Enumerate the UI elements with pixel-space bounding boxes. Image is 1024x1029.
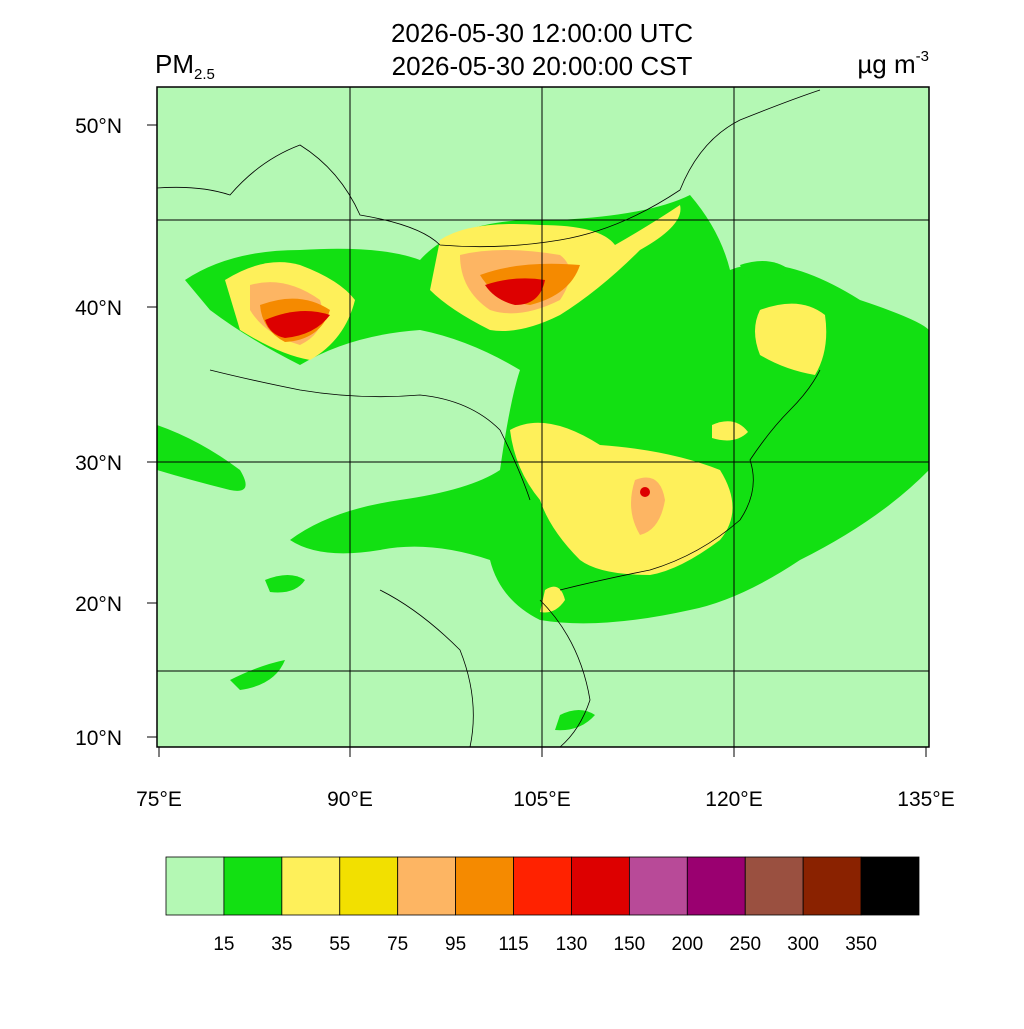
- colorbar-label: 130: [556, 934, 588, 955]
- colorbar-swatch: [223, 856, 283, 916]
- lon-label: 120°E: [705, 788, 762, 811]
- colorbar-swatch: [571, 856, 630, 916]
- colorbar-label: 150: [614, 934, 646, 955]
- lon-label: 90°E: [327, 788, 373, 811]
- colorbar-label: 250: [729, 934, 761, 955]
- colorbar-swatch: [339, 856, 399, 916]
- borders: [156, 89, 821, 748]
- lat-label: 20°N: [75, 593, 122, 616]
- colorbar-swatch: [455, 856, 514, 916]
- lon-label: 135°E: [897, 788, 954, 811]
- title-line: 2026-05-30 12:00:00 UTC: [391, 18, 693, 48]
- colorbar-swatch: [744, 856, 804, 916]
- colorbar: 15 35 55 75 95 115 130 150 200 250 300 350: [165, 856, 920, 955]
- colorbar-label: 200: [671, 934, 703, 955]
- lat-label: 30°N: [75, 452, 122, 475]
- colorbar-label: 15: [213, 934, 234, 955]
- pm-green: [157, 195, 929, 731]
- variable-sub: 2.5: [194, 66, 215, 83]
- colorbar-label: 95: [445, 934, 466, 955]
- colorbar-swatch: [513, 856, 572, 916]
- colorbar-swatch: [397, 856, 457, 916]
- colorbar-label: 75: [387, 934, 408, 955]
- colorbar-label: 350: [845, 934, 877, 955]
- units-main: µg m: [857, 49, 915, 79]
- colorbar-swatch: [686, 856, 746, 916]
- colorbar-swatch: [281, 856, 341, 916]
- axis-ticks: 50°N 40°N 30°N 20°N 10°N 75°E 90°E 105°E 120°E 13…: [75, 115, 955, 811]
- colorbar-label: 300: [787, 934, 819, 955]
- colorbar-swatch: [802, 856, 862, 916]
- variable-label: PM2.5: [155, 49, 215, 83]
- map: [156, 86, 930, 748]
- units-label: µg m-3: [857, 48, 929, 79]
- colorbar-swatch: [165, 856, 225, 916]
- variable-main: PM: [155, 49, 194, 79]
- colorbar-label: 55: [329, 934, 350, 955]
- lat-label: 10°N: [75, 727, 122, 750]
- lat-label: 40°N: [75, 297, 122, 320]
- lon-label: 75°E: [136, 788, 182, 811]
- colorbar-swatch: [860, 856, 920, 916]
- lat-label: 50°N: [75, 115, 122, 138]
- colorbar-label: 35: [271, 934, 292, 955]
- colorbar-label: 115: [498, 934, 528, 955]
- map-gridlines: [157, 87, 929, 747]
- lon-label: 105°E: [513, 788, 570, 811]
- title-line: 2026-05-30 20:00:00 CST: [392, 51, 693, 81]
- map-frame: [156, 86, 930, 748]
- units-sup: -3: [916, 48, 929, 65]
- pm-red: [265, 278, 650, 497]
- colorbar-swatch: [628, 856, 688, 916]
